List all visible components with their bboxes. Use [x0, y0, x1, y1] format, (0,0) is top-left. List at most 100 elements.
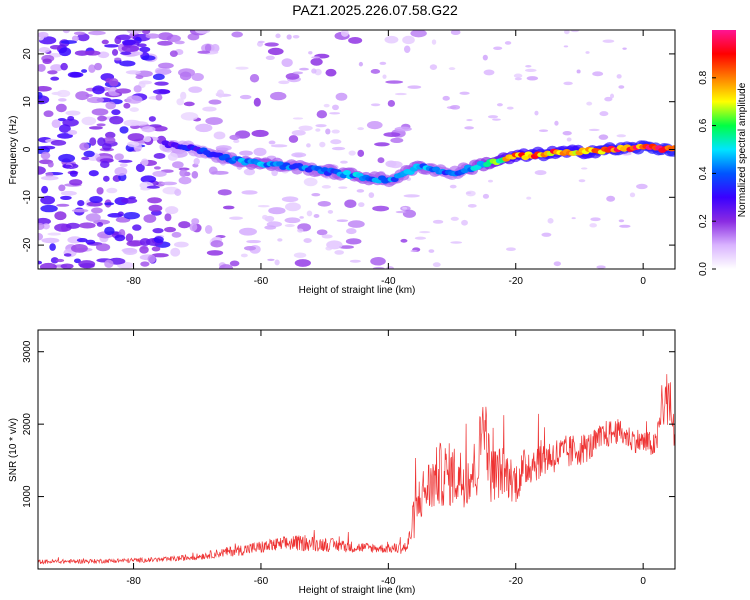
- noise-blob: [96, 123, 106, 127]
- noise-blob: [308, 51, 313, 55]
- noise-blob: [264, 225, 277, 230]
- noise-blob: [38, 31, 49, 38]
- noise-blob: [429, 64, 438, 71]
- noise-blob: [358, 202, 365, 208]
- noise-blob: [58, 47, 72, 57]
- spectrogram-heatmap: [38, 30, 675, 269]
- noise-blob: [135, 75, 144, 80]
- noise-blob: [585, 51, 590, 54]
- noise-blob: [85, 239, 96, 245]
- noise-blob: [402, 206, 408, 210]
- noise-blob: [38, 47, 51, 53]
- noise-blob: [40, 151, 51, 160]
- noise-blob: [243, 168, 256, 176]
- noise-blob: [432, 262, 441, 268]
- noise-blob: [277, 238, 283, 242]
- noise-blob: [127, 141, 140, 148]
- noise-blob: [191, 72, 204, 82]
- heatmap-axes: -80 -60 -40 -20 0 -20 -10 0 10 20: [22, 30, 675, 287]
- noise-blob: [431, 39, 437, 45]
- noise-blob: [233, 139, 240, 144]
- noise-blob: [292, 117, 304, 120]
- noise-blob: [553, 261, 561, 267]
- noise-blob: [115, 88, 132, 94]
- noise-blob: [274, 259, 280, 266]
- noise-blob: [60, 62, 68, 71]
- x-tick-label: 0: [640, 576, 646, 587]
- noise-blob: [239, 94, 252, 100]
- noise-blob: [310, 57, 323, 66]
- noise-blob: [69, 179, 83, 186]
- noise-blob: [576, 69, 581, 74]
- noise-blob: [101, 142, 112, 151]
- noise-blob: [338, 245, 354, 249]
- noise-blob: [119, 163, 128, 168]
- noise-blob: [65, 222, 81, 229]
- x-tick-label: -60: [254, 576, 269, 587]
- noise-blob: [231, 31, 243, 38]
- colorbar-tick-label: 0.2: [698, 214, 709, 228]
- noise-blob: [77, 200, 85, 207]
- noise-blob: [152, 73, 165, 81]
- snr-series-line: [38, 374, 675, 565]
- noise-blob: [105, 131, 116, 139]
- noise-blob: [306, 143, 311, 148]
- noise-blob: [94, 62, 103, 71]
- noise-blob: [240, 253, 248, 258]
- noise-blob: [505, 247, 516, 251]
- noise-blob: [75, 91, 90, 101]
- noise-blob: [357, 149, 365, 157]
- noise-blob: [366, 121, 383, 130]
- noise-blob: [189, 223, 198, 232]
- noise-blob: [119, 126, 129, 134]
- noise-blob: [114, 153, 124, 161]
- noise-blob: [40, 195, 55, 205]
- noise-blob: [134, 51, 143, 56]
- noise-blob: [152, 125, 168, 132]
- noise-blob: [125, 70, 141, 75]
- noise-blob: [139, 46, 151, 53]
- noise-blob: [315, 124, 327, 128]
- noise-blob: [348, 37, 363, 44]
- noise-blob: [41, 185, 49, 194]
- noise-blob: [338, 186, 348, 189]
- noise-blob: [311, 193, 321, 197]
- noise-blob: [598, 134, 609, 140]
- noise-blob: [67, 71, 82, 78]
- x-tick-label: 0: [640, 276, 646, 287]
- noise-blob: [50, 76, 60, 81]
- noise-blob: [466, 119, 473, 122]
- noise-blob: [562, 130, 572, 136]
- snr-x-axis-label: Height of straight line (km): [299, 585, 416, 596]
- noise-blob: [92, 85, 105, 95]
- noise-blob: [180, 112, 199, 121]
- noise-blob: [63, 253, 72, 257]
- noise-blob: [140, 158, 149, 166]
- noise-blob: [482, 193, 490, 199]
- noise-blob: [292, 71, 304, 75]
- noise-blob: [616, 74, 622, 79]
- noise-blob: [58, 153, 76, 163]
- noise-blob: [157, 40, 173, 46]
- noise-blob: [88, 30, 106, 36]
- noise-blob: [121, 197, 138, 204]
- noise-blob: [141, 55, 156, 61]
- noise-blob: [267, 258, 275, 261]
- noise-blob: [602, 39, 615, 43]
- noise-blob: [123, 119, 141, 127]
- noise-blob: [204, 44, 212, 52]
- noise-blob: [143, 135, 152, 143]
- noise-blob: [428, 249, 435, 253]
- noise-blob: [270, 91, 287, 101]
- noise-blob: [246, 239, 261, 244]
- noise-blob: [374, 142, 390, 147]
- noise-blob: [571, 217, 576, 220]
- noise-blob: [596, 265, 606, 269]
- noise-blob: [488, 179, 493, 183]
- noise-blob: [127, 133, 145, 142]
- noise-blob: [564, 30, 570, 35]
- noise-blob: [79, 262, 95, 269]
- noise-blob: [592, 71, 604, 77]
- noise-blob: [69, 170, 78, 177]
- noise-blob: [459, 91, 470, 95]
